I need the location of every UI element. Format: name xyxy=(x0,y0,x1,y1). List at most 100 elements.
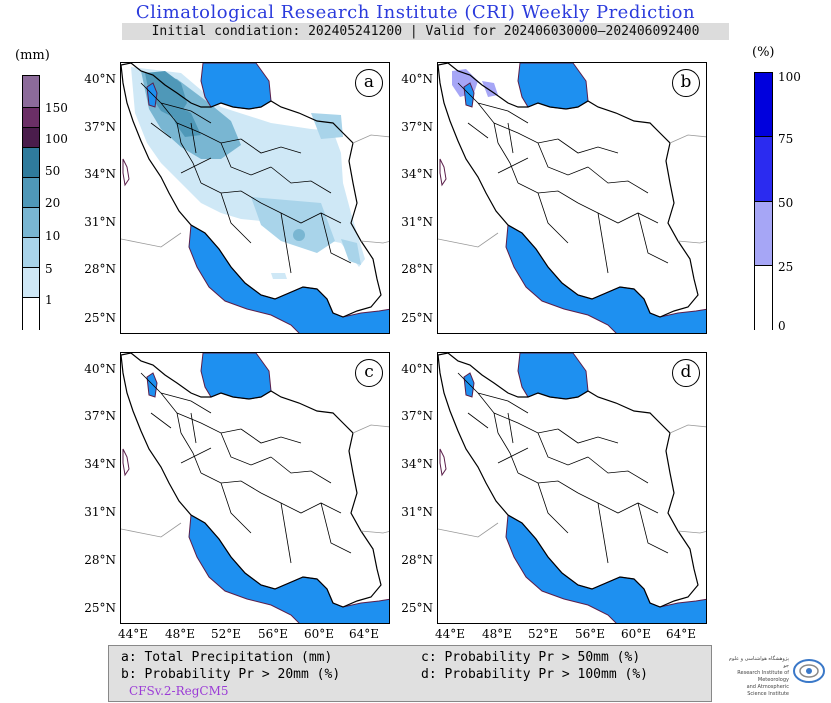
precip-area-20mm xyxy=(171,103,201,137)
caspian-sea xyxy=(200,353,272,400)
province-border xyxy=(537,192,659,244)
right-colorbar-swatch xyxy=(755,266,772,331)
province-border xyxy=(200,166,332,204)
right-tick: 0 xyxy=(778,319,786,333)
left-tick: 5 xyxy=(45,262,53,276)
left-tick: 150 xyxy=(45,101,68,115)
province-border xyxy=(280,502,352,564)
left-colorbar-unit: (mm) xyxy=(15,48,50,63)
lat-label: 31°N xyxy=(401,505,433,519)
lat-label: 40°N xyxy=(84,72,116,86)
lat-label: 37°N xyxy=(84,120,116,134)
lake-urmia xyxy=(146,82,158,108)
country-border xyxy=(438,522,499,538)
lon-label: 44°E xyxy=(435,627,466,641)
iran-border xyxy=(438,63,699,318)
province-border xyxy=(597,212,669,274)
lat-label: 37°N xyxy=(84,409,116,423)
left-colorbar-swatch xyxy=(23,178,39,208)
caspian-sea xyxy=(517,353,589,400)
right-tick: 75 xyxy=(778,132,794,146)
left-colorbar-swatch xyxy=(23,128,39,148)
map-b-svg xyxy=(438,63,706,333)
lat-label: 28°N xyxy=(401,262,433,276)
lat-label: 34°N xyxy=(84,457,116,471)
right-colorbar xyxy=(754,72,773,331)
map-panel-d: d xyxy=(437,352,707,624)
country-border xyxy=(669,134,706,244)
lat-label: 31°N xyxy=(84,505,116,519)
left-colorbar-swatch xyxy=(23,108,39,128)
logo-text: پژوهشگاه هواشناسی و علوم جو Research Ins… xyxy=(728,656,789,697)
lat-label: 25°N xyxy=(84,601,116,615)
province-border xyxy=(497,428,619,474)
lat-label: 37°N xyxy=(401,120,433,134)
province-border xyxy=(517,456,649,494)
page-subtitle: Initial condiation: 202405241200 | Valid… xyxy=(122,23,729,40)
right-colorbar-swatch xyxy=(755,202,772,266)
province-border xyxy=(467,122,529,174)
left-colorbar-swatch xyxy=(23,238,39,268)
left-colorbar-swatch xyxy=(23,208,39,238)
logo-swirl-icon xyxy=(793,659,825,683)
precip-area-5mm xyxy=(311,113,343,139)
legend-c: c: Probability Pr > 50mm (%) xyxy=(421,650,641,665)
map-panel-a: a xyxy=(120,62,390,334)
lat-label: 40°N xyxy=(401,72,433,86)
lon-label: 44°E xyxy=(118,627,149,641)
province-border xyxy=(467,412,529,464)
left-colorbar-swatch xyxy=(23,268,39,298)
lat-label: 34°N xyxy=(401,457,433,471)
country-border xyxy=(669,424,706,534)
lon-label: 64°E xyxy=(666,627,697,641)
left-tick: 100 xyxy=(45,132,68,146)
left-tick: 1 xyxy=(45,293,53,307)
lat-label: 40°N xyxy=(84,362,116,376)
page-title: Climatological Research Institute (CRI) … xyxy=(135,2,696,23)
lon-label: 52°E xyxy=(211,627,242,641)
map-a-svg xyxy=(121,63,389,333)
iran-border xyxy=(438,353,699,608)
coastline xyxy=(122,448,130,477)
map-panel-b: b xyxy=(437,62,707,334)
province-border xyxy=(457,372,559,434)
model-name: CFSv.2-RegCM5 xyxy=(129,684,229,698)
country-border xyxy=(438,232,499,248)
left-tick: 50 xyxy=(45,164,61,178)
lake-urmia xyxy=(146,372,158,398)
precip-area-5mm xyxy=(251,197,335,253)
left-tick: 20 xyxy=(45,196,61,210)
province-border xyxy=(150,122,212,174)
province-border xyxy=(497,138,619,184)
lon-label: 60°E xyxy=(304,627,335,641)
legend-b: b: Probability Pr > 20mm (%) xyxy=(121,667,341,682)
panel-label: b xyxy=(672,69,700,97)
lon-label: 52°E xyxy=(528,627,559,641)
map-panel-c: c xyxy=(120,352,390,624)
province-border xyxy=(140,82,242,144)
right-colorbar-swatch xyxy=(755,137,772,202)
caspian-sea xyxy=(517,63,589,110)
lat-label: 28°N xyxy=(84,553,116,567)
lake-urmia xyxy=(463,82,475,108)
province-border xyxy=(597,502,669,564)
lat-label: 28°N xyxy=(84,262,116,276)
province-border xyxy=(457,82,559,144)
province-border xyxy=(200,456,332,494)
province-border xyxy=(280,212,352,274)
left-colorbar-swatch xyxy=(23,298,39,331)
lon-label: 60°E xyxy=(621,627,652,641)
coastline xyxy=(439,158,447,187)
coastline xyxy=(122,158,130,187)
legend-a: a: Total Precipitation (mm) xyxy=(121,650,333,665)
panel-label: d xyxy=(672,359,700,387)
province-border xyxy=(180,138,302,184)
province-border xyxy=(517,166,649,204)
lat-label: 40°N xyxy=(401,362,433,376)
right-tick: 50 xyxy=(778,196,794,210)
left-colorbar-swatch xyxy=(23,76,39,108)
right-tick: 100 xyxy=(778,70,801,84)
lat-label: 28°N xyxy=(401,553,433,567)
panel-label: a xyxy=(355,69,383,97)
precip-spot xyxy=(293,229,305,241)
